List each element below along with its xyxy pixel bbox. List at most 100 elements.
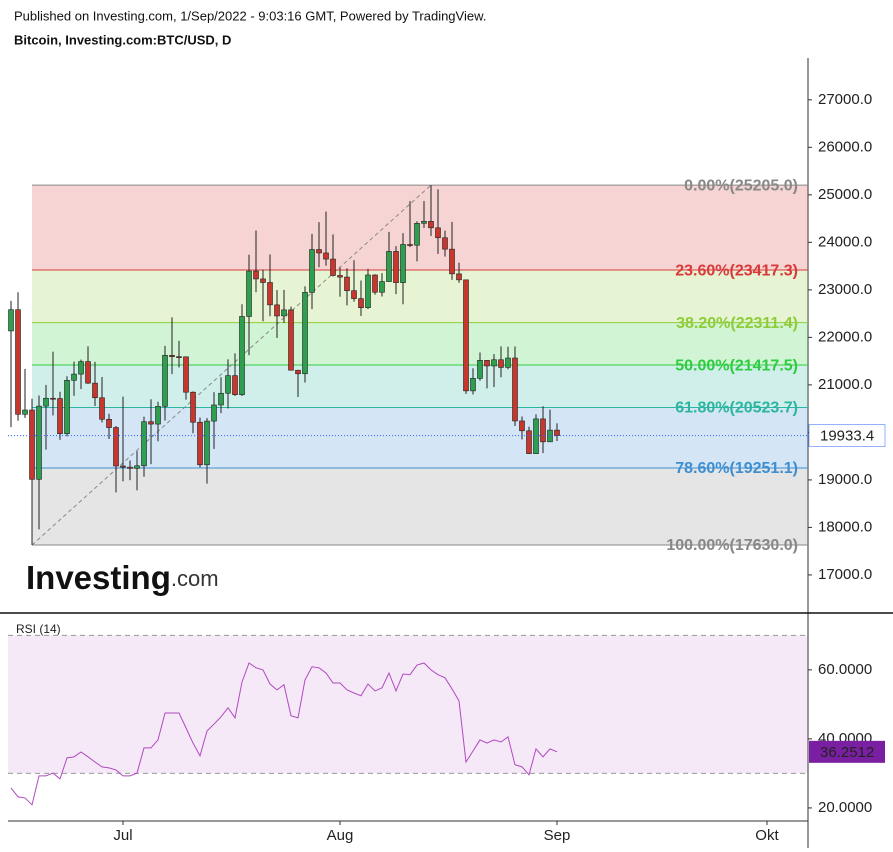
candle-body: [267, 282, 273, 306]
candle-body: [148, 421, 154, 425]
candle-body: [309, 249, 315, 293]
candle-body: [232, 375, 238, 396]
candle-body: [92, 382, 98, 399]
candle-body: [141, 421, 147, 467]
candle-body: [246, 270, 252, 317]
candle-body: [386, 251, 392, 282]
last-price-tag: [808, 424, 886, 447]
candle-body: [113, 427, 119, 467]
candle-body: [470, 378, 476, 392]
candle-body: [547, 429, 553, 443]
candle-body: [22, 409, 28, 415]
fib-zone: [32, 365, 809, 408]
candle-body: [351, 290, 357, 299]
candle-body: [554, 429, 560, 436]
candle-body: [295, 369, 301, 375]
fib-zone: [32, 270, 809, 323]
fib-label: 100.00%(17630.0): [666, 537, 798, 554]
candle-body: [225, 375, 231, 394]
candle-body: [162, 354, 168, 407]
candle-body: [29, 409, 35, 480]
candle-body: [358, 298, 364, 308]
fib-zone: [32, 185, 809, 271]
published-note: Published on Investing.com, 1/Sep/2022 -…: [14, 8, 486, 23]
candle-body: [134, 465, 140, 469]
candle-body: [414, 222, 420, 246]
rsi-y-tick-label: 20.0000: [818, 799, 872, 816]
x-tick-label: Okt: [755, 827, 779, 844]
y-tick-label: 23000.0: [818, 281, 872, 298]
rsi-line: [10, 662, 558, 806]
candle-body: [512, 357, 518, 422]
candle-body: [421, 221, 427, 224]
candle-body: [57, 398, 63, 434]
fib-label: 50.00%(21417.5): [675, 357, 798, 374]
candle-body: [218, 392, 224, 406]
candle-body: [526, 430, 532, 454]
fib-label: 23.60%(23417.3): [675, 262, 798, 279]
candle-body: [435, 227, 441, 239]
candle-body: [323, 252, 329, 260]
y-tick-label: 26000.0: [818, 138, 872, 155]
candle-body: [428, 221, 434, 229]
candle-body: [463, 279, 469, 392]
fib-label: 78.60%(19251.1): [675, 460, 798, 477]
y-tick-label: 25000.0: [818, 186, 872, 203]
fib-zone: [32, 467, 809, 546]
fib-zone: [32, 407, 809, 468]
rsi-tag: [809, 740, 885, 763]
candle-body: [50, 397, 56, 400]
candle-body: [274, 304, 280, 317]
y-tick-label: 27000.0: [818, 91, 872, 108]
candle-body: [8, 309, 14, 332]
candle-body: [239, 316, 245, 396]
rsi-title: RSI (14): [16, 622, 61, 636]
rsi-band: [8, 635, 808, 774]
candle-body: [204, 420, 210, 466]
x-tick-label: Jul: [113, 827, 132, 844]
candle-body: [253, 270, 259, 280]
candle-body: [491, 359, 497, 367]
candle-body: [78, 361, 84, 375]
candle-body: [183, 356, 189, 393]
candle-body: [337, 275, 343, 278]
candle-body: [85, 361, 91, 384]
candle-body: [169, 354, 175, 357]
candle-body: [71, 373, 77, 381]
candle-body: [344, 276, 350, 291]
symbol-title: Bitcoin, Investing.com:BTC/USD, D: [14, 32, 231, 47]
candle-body: [442, 237, 448, 250]
candle-body: [540, 418, 546, 443]
candle-body: [372, 274, 378, 293]
y-tick-label: 19000.0: [818, 471, 872, 488]
candle-body: [316, 249, 322, 254]
candle-body: [407, 244, 413, 246]
candle-body: [99, 397, 105, 420]
candle-body: [400, 244, 406, 283]
y-tick-label: 18000.0: [818, 518, 872, 535]
candle-body: [281, 309, 287, 317]
candle-body: [15, 309, 21, 415]
candle-body: [36, 405, 42, 480]
candle-body: [302, 292, 308, 375]
candle-body: [533, 418, 539, 454]
candle-body: [43, 397, 49, 407]
candle-body: [127, 466, 133, 469]
logo-name: Investing: [26, 559, 171, 596]
trend-line: [31, 184, 432, 546]
x-tick-label: Aug: [327, 827, 354, 844]
candle-body: [176, 356, 182, 358]
candle-body: [498, 359, 504, 368]
y-tick-label: 24000.0: [818, 233, 872, 250]
candle-body: [477, 360, 483, 379]
candle-body: [519, 420, 525, 432]
fib-label: 38.20%(22311.4): [676, 315, 798, 332]
candle-body: [260, 278, 266, 283]
last-price-label: 19933.4: [820, 428, 874, 445]
fib-label: 0.00%(25205.0): [684, 177, 798, 194]
candle-body: [393, 251, 399, 283]
x-tick-label: Sep: [544, 827, 571, 844]
candle-body: [64, 379, 70, 434]
